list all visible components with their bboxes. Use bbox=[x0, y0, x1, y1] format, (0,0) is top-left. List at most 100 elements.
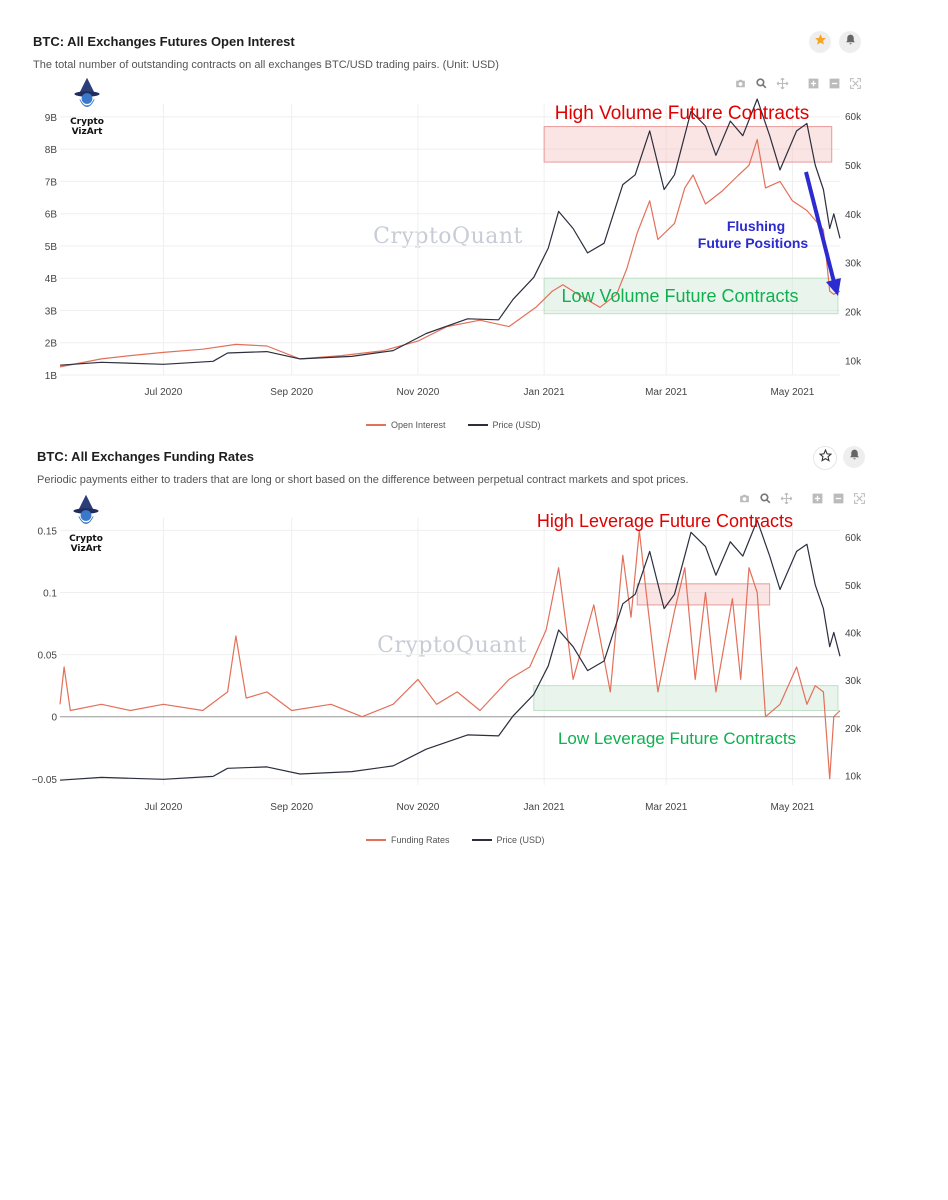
zoom-icon[interactable] bbox=[759, 492, 772, 505]
y-left-tick-label: 0 bbox=[51, 713, 57, 724]
y-left-tick-label: 0.05 bbox=[38, 651, 58, 662]
open-interest-panel: BTC: All Exchanges Futures Open Interest… bbox=[0, 0, 948, 440]
legend-item-price[interactable]: Price (USD) bbox=[471, 835, 545, 845]
series-line-primary bbox=[59, 529, 841, 780]
autoscale-icon[interactable] bbox=[853, 492, 866, 505]
annotation-label: Low Volume Future Contracts bbox=[561, 286, 798, 306]
chart-legend: Funding Rates Price (USD) bbox=[366, 835, 545, 845]
legend-label: Price (USD) bbox=[492, 420, 541, 430]
y-right-tick-label: 60k bbox=[845, 533, 862, 544]
y-right-tick-label: 30k bbox=[845, 676, 862, 687]
pan-icon[interactable] bbox=[780, 492, 793, 505]
pan-icon[interactable] bbox=[776, 77, 789, 90]
camera-icon[interactable] bbox=[734, 77, 747, 90]
bell-icon bbox=[844, 33, 857, 51]
chart-legend: Open Interest Price (USD) bbox=[366, 420, 541, 430]
series-line-price bbox=[59, 519, 841, 781]
legend-swatch bbox=[467, 424, 488, 426]
autoscale-icon[interactable] bbox=[849, 77, 862, 90]
y-right-tick-label: 20k bbox=[845, 308, 862, 319]
legend-label: Open Interest bbox=[391, 420, 446, 430]
x-tick-label: May 2021 bbox=[770, 387, 814, 398]
zoom-out-icon[interactable] bbox=[828, 77, 841, 90]
y-left-tick-label: 7B bbox=[45, 177, 58, 188]
zoom-out-icon[interactable] bbox=[832, 492, 845, 505]
y-left-tick-label: 6B bbox=[45, 210, 58, 221]
annotation-label: High Volume Future Contracts bbox=[555, 103, 810, 124]
x-tick-label: Jul 2020 bbox=[145, 802, 183, 813]
series-line-primary bbox=[59, 138, 841, 368]
y-left-tick-label: 2B bbox=[45, 339, 58, 350]
chart-toolbar bbox=[738, 492, 866, 505]
legend-label: Price (USD) bbox=[496, 835, 545, 845]
wizard-icon bbox=[73, 494, 99, 525]
funding-rates-panel: BTC: All Exchanges Funding Rates Periodi… bbox=[0, 440, 948, 860]
bell-icon bbox=[848, 448, 861, 466]
wizard-icon bbox=[74, 77, 100, 108]
x-tick-label: Mar 2021 bbox=[645, 387, 688, 398]
alert-button[interactable] bbox=[843, 446, 865, 468]
y-left-tick-label: 4B bbox=[45, 274, 58, 285]
high-zone-rect bbox=[543, 126, 833, 163]
zoom-in-icon[interactable] bbox=[811, 492, 824, 505]
arrow-shaft bbox=[804, 171, 837, 287]
x-tick-label: Mar 2021 bbox=[645, 802, 688, 813]
x-tick-label: Nov 2020 bbox=[397, 387, 440, 398]
star-filled-icon bbox=[814, 33, 827, 51]
cryptovizart-logo: Crypto VizArt bbox=[61, 76, 113, 137]
open-interest-chart: CryptoQuant Jul 2020 Sep 2020 Nov 2020 Jan 2… bbox=[45, 98, 862, 398]
low-zone-rect bbox=[543, 277, 839, 315]
x-tick-label: Jan 2021 bbox=[524, 802, 566, 813]
favorite-button[interactable] bbox=[813, 446, 837, 470]
zoom-icon[interactable] bbox=[755, 77, 768, 90]
y-left-tick-label: 3B bbox=[45, 306, 58, 317]
y-left-tick-label: 1B bbox=[45, 371, 58, 382]
y-right-tick-label: 40k bbox=[845, 628, 862, 639]
chart-subtitle: The total number of outstanding contract… bbox=[33, 59, 499, 71]
logo-line-1: Crypto bbox=[69, 534, 103, 544]
y-left-tick-label: 8B bbox=[45, 145, 58, 156]
legend-item-funding-rates[interactable]: Funding Rates bbox=[366, 835, 450, 845]
y-right-tick-label: 20k bbox=[845, 724, 862, 735]
legend-swatch bbox=[366, 839, 386, 841]
watermark: CryptoQuant bbox=[373, 224, 523, 249]
camera-icon[interactable] bbox=[738, 492, 751, 505]
logo-line-2: VizArt bbox=[70, 544, 102, 554]
chart-subtitle: Periodic payments either to traders that… bbox=[37, 474, 689, 486]
y-left-tick-label: 5B bbox=[45, 242, 58, 253]
y-right-tick-label: 40k bbox=[845, 210, 862, 221]
logo-line-2: VizArt bbox=[71, 127, 103, 137]
alert-button[interactable] bbox=[839, 31, 861, 53]
y-right-tick-label: 50k bbox=[845, 161, 862, 172]
chart-title: BTC: All Exchanges Funding Rates bbox=[37, 449, 254, 464]
cryptovizart-logo: Crypto VizArt bbox=[60, 493, 112, 554]
legend-swatch bbox=[366, 424, 386, 426]
zoom-in-icon[interactable] bbox=[807, 77, 820, 90]
x-tick-label: May 2021 bbox=[770, 802, 814, 813]
x-tick-label: Sep 2020 bbox=[270, 387, 313, 398]
funding-rates-chart: CryptoQuant Jul 2020 Sep 2020 Nov 2020 Jan 2… bbox=[32, 511, 862, 813]
y-right-tick-label: 60k bbox=[845, 112, 862, 123]
y-right-tick-label: 10k bbox=[845, 771, 862, 782]
x-tick-label: Sep 2020 bbox=[270, 802, 313, 813]
y-left-tick-label: −0.05 bbox=[32, 775, 58, 786]
x-tick-label: Jan 2021 bbox=[524, 387, 566, 398]
arrow-head bbox=[826, 278, 841, 296]
chart-toolbar bbox=[734, 77, 862, 90]
annotation-label: Flushing bbox=[727, 218, 785, 234]
low-zone-rect bbox=[533, 685, 839, 711]
legend-item-open-interest[interactable]: Open Interest bbox=[366, 420, 446, 430]
y-right-tick-label: 10k bbox=[845, 356, 862, 367]
annotation-label: High Leverage Future Contracts bbox=[537, 511, 793, 531]
high-zone-rect bbox=[636, 583, 771, 606]
x-tick-label: Jul 2020 bbox=[145, 387, 183, 398]
y-right-tick-label: 50k bbox=[845, 581, 862, 592]
annotation-label: Future Positions bbox=[698, 235, 809, 251]
legend-swatch bbox=[471, 839, 492, 841]
legend-item-price[interactable]: Price (USD) bbox=[467, 420, 541, 430]
x-tick-label: Nov 2020 bbox=[397, 802, 440, 813]
legend-label: Funding Rates bbox=[391, 835, 450, 845]
y-left-tick-label: 9B bbox=[45, 113, 58, 124]
watermark: CryptoQuant bbox=[377, 633, 527, 658]
favorite-button[interactable] bbox=[809, 31, 831, 53]
